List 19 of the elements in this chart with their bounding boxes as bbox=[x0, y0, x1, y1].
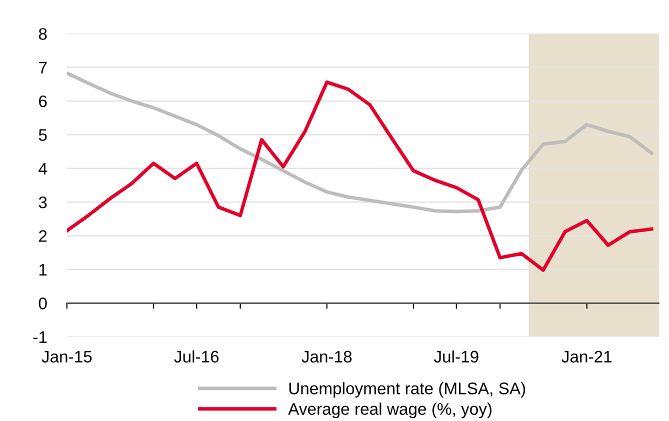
y-tick-label: 6 bbox=[39, 95, 47, 108]
line-series bbox=[66, 80, 654, 272]
y-tick-label: 0 bbox=[38, 298, 47, 310]
y-tick-label: -1 bbox=[33, 331, 47, 343]
x-tick-label: Jul-19 bbox=[434, 350, 478, 363]
legend-label: Average real wage (%, yoy) bbox=[288, 402, 492, 418]
y-tick-label: 8 bbox=[38, 28, 47, 40]
legend-label: Unemployment rate (MLSA, SA) bbox=[289, 382, 526, 398]
x-tick-label: Jan-18 bbox=[302, 350, 352, 363]
x-tick-label: Jan-15 bbox=[42, 350, 92, 363]
y-tick-label: 5 bbox=[38, 129, 47, 141]
y-tick-label: 7 bbox=[39, 62, 47, 74]
y-tick-label: 2 bbox=[39, 230, 47, 242]
y-tick-label: 1 bbox=[39, 264, 47, 276]
x-tick-label: Jan-21 bbox=[562, 350, 612, 363]
x-tick-label: Jul-16 bbox=[174, 350, 219, 363]
y-tick-label: 4 bbox=[38, 162, 47, 174]
line-series bbox=[66, 71, 654, 214]
y-tick-label: 3 bbox=[38, 196, 47, 208]
